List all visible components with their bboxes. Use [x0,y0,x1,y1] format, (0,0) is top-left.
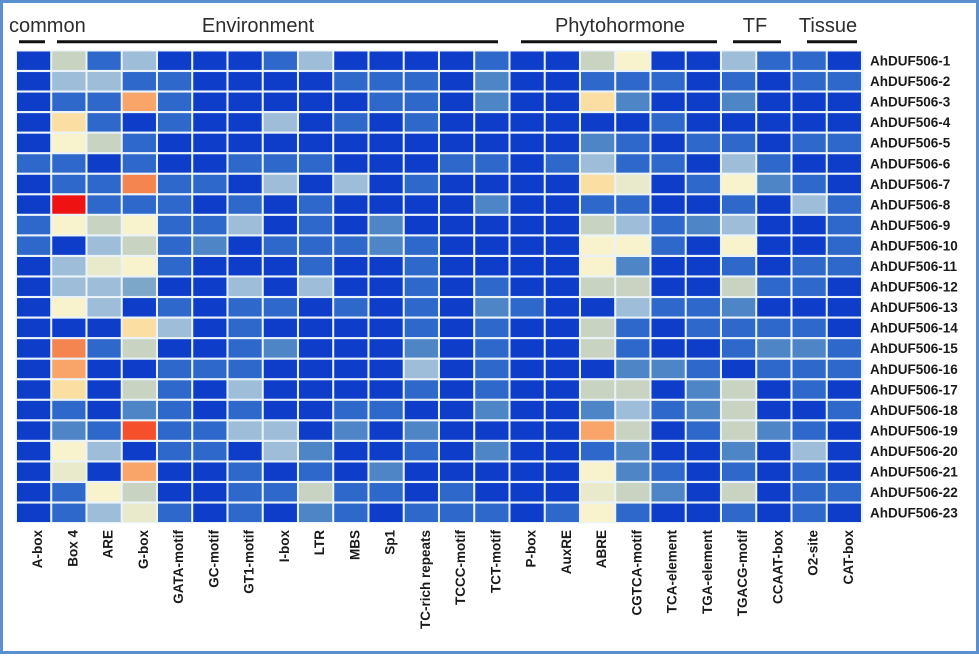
svg-text:TCCC-motif: TCCC-motif [453,529,468,604]
svg-text:AuxRE: AuxRE [559,530,574,574]
svg-text:AhDUF506-22: AhDUF506-22 [870,485,958,500]
svg-text:GT1-motif: GT1-motif [242,530,257,594]
svg-text:AhDUF506-4: AhDUF506-4 [870,115,951,130]
svg-text:TF: TF [743,15,767,37]
svg-text:AhDUF506-19: AhDUF506-19 [870,423,958,438]
svg-text:CCAAT-box: CCAAT-box [770,530,785,604]
svg-text:Phytohormone: Phytohormone [555,15,685,37]
svg-text:AhDUF506-14: AhDUF506-14 [870,321,958,336]
svg-text:AhDUF506-6: AhDUF506-6 [870,156,951,171]
svg-text:GC-motif: GC-motif [206,530,221,588]
svg-text:AhDUF506-1: AhDUF506-1 [870,54,951,69]
svg-text:AhDUF506-15: AhDUF506-15 [870,341,958,356]
svg-text:AhDUF506-11: AhDUF506-11 [870,259,958,274]
svg-text:CAT-box: CAT-box [841,530,856,585]
svg-text:MBS: MBS [347,530,362,560]
svg-text:AhDUF506-21: AhDUF506-21 [870,465,958,480]
svg-text:AhDUF506-13: AhDUF506-13 [870,300,958,315]
svg-text:G-box: G-box [136,530,151,569]
svg-text:common: common [9,15,86,37]
svg-text:AhDUF506-8: AhDUF506-8 [870,197,951,212]
svg-text:AhDUF506-23: AhDUF506-23 [870,506,958,521]
svg-text:AhDUF506-9: AhDUF506-9 [870,218,950,233]
svg-text:ARE: ARE [101,530,116,559]
svg-text:CGTCA-motif: CGTCA-motif [629,529,644,615]
svg-text:AhDUF506-5: AhDUF506-5 [870,136,951,151]
svg-text:AhDUF506-10: AhDUF506-10 [870,238,958,253]
svg-text:LTR: LTR [312,530,327,555]
svg-text:TGACG-motif: TGACG-motif [735,529,750,616]
svg-text:TC-rich repeats: TC-rich repeats [418,530,433,629]
svg-text:TCT-motif: TCT-motif [488,530,503,593]
svg-text:Sp1: Sp1 [383,530,398,555]
svg-text:P-box: P-box [524,530,539,568]
svg-text:AhDUF506-18: AhDUF506-18 [870,403,958,418]
svg-text:AhDUF506-3: AhDUF506-3 [870,95,951,110]
svg-text:AhDUF506-2: AhDUF506-2 [870,74,950,89]
svg-text:I-box: I-box [277,530,292,563]
svg-text:A-box: A-box [30,530,45,569]
svg-text:Tissue: Tissue [799,15,857,37]
svg-text:AhDUF506-12: AhDUF506-12 [870,280,958,295]
svg-text:O2-site: O2-site [806,530,821,576]
svg-text:AhDUF506-7: AhDUF506-7 [870,177,950,192]
svg-text:Environment: Environment [202,15,315,37]
svg-text:AhDUF506-17: AhDUF506-17 [870,382,958,397]
svg-text:TCA-element: TCA-element [665,530,680,614]
svg-text:AhDUF506-16: AhDUF506-16 [870,362,958,377]
svg-text:TGA-element: TGA-element [700,529,715,614]
svg-text:AhDUF506-20: AhDUF506-20 [870,444,958,459]
svg-text:ABRE: ABRE [594,530,609,568]
svg-text:Box 4: Box 4 [65,530,80,567]
svg-text:GATA-motif: GATA-motif [171,530,186,604]
